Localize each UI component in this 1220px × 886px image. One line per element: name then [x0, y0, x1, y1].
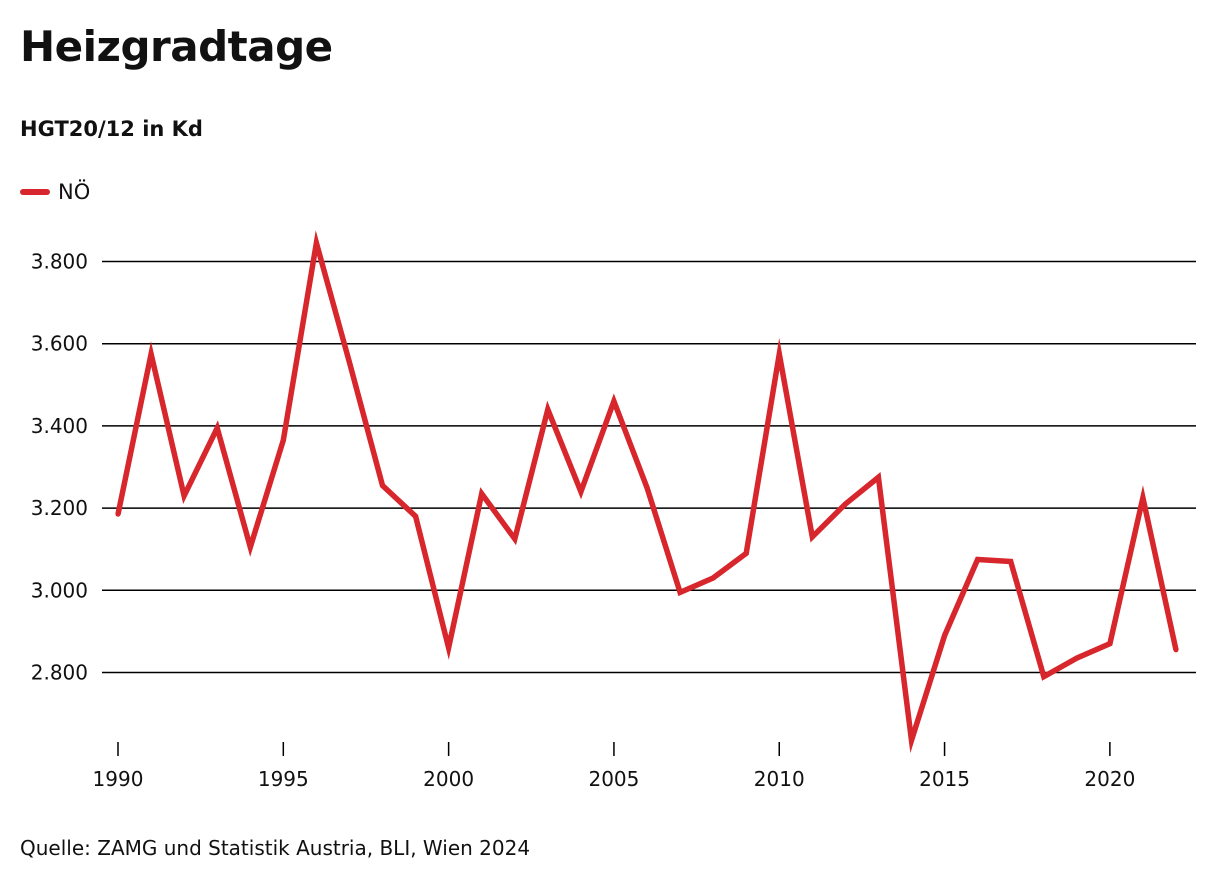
data-point-2004 — [578, 489, 584, 495]
data-point-2000 — [446, 645, 452, 651]
x-tick-label-1990: 1990 — [93, 767, 144, 791]
data-point-2019 — [1074, 655, 1080, 661]
data-point-2006 — [644, 485, 650, 491]
data-point-2017 — [1008, 559, 1014, 565]
chart-title: Heizgradtage — [20, 22, 333, 71]
data-point-1998 — [380, 482, 385, 488]
data-point-1999 — [413, 513, 419, 519]
legend-label-noe: NÖ — [58, 180, 91, 204]
y-tick-label-3000: 3.000 — [31, 578, 88, 602]
x-tick-label-1995: 1995 — [258, 767, 309, 791]
data-point-1996 — [313, 240, 319, 246]
data-point-2015 — [942, 633, 948, 639]
data-point-1993 — [214, 425, 220, 431]
data-point-2010 — [776, 351, 782, 357]
data-point-2007 — [677, 589, 683, 595]
data-point-2013 — [875, 474, 881, 480]
y-tick-label-3200: 3.200 — [31, 496, 88, 520]
data-point-2001 — [479, 491, 485, 497]
data-point-2020 — [1107, 641, 1113, 647]
source-note: Quelle: ZAMG und Statistik Austria, BLI,… — [20, 836, 531, 860]
data-point-1994 — [247, 544, 253, 550]
data-point-2018 — [1041, 674, 1047, 680]
data-point-2021 — [1140, 495, 1146, 501]
data-point-2008 — [710, 575, 716, 581]
data-point-1992 — [181, 493, 187, 499]
chart-subtitle: HGT20/12 in Kd — [20, 117, 203, 141]
data-point-2005 — [611, 398, 617, 404]
y-tick-label-2800: 2.800 — [31, 661, 88, 685]
x-tick-label-2010: 2010 — [754, 767, 805, 791]
data-point-2009 — [743, 550, 749, 556]
legend-swatch-noe — [20, 189, 50, 195]
data-point-2002 — [512, 536, 518, 542]
data-point-2014 — [909, 737, 914, 743]
data-point-2011 — [809, 534, 815, 540]
legend: NÖ — [20, 180, 90, 204]
data-point-2003 — [545, 406, 551, 412]
data-point-1997 — [346, 359, 352, 365]
data-point-1991 — [148, 351, 154, 357]
x-tick-label-2020: 2020 — [1084, 767, 1135, 791]
y-tick-label-3800: 3.800 — [31, 250, 88, 274]
x-tick-label-2005: 2005 — [588, 767, 639, 791]
data-point-2012 — [842, 501, 848, 507]
y-tick-label-3600: 3.600 — [31, 332, 88, 356]
x-tick-label-2000: 2000 — [423, 767, 474, 791]
data-point-1990 — [115, 511, 121, 517]
x-tick-label-2015: 2015 — [919, 767, 970, 791]
data-point-2016 — [975, 556, 981, 562]
series-line-noe — [115, 230, 1179, 754]
data-point-2022 — [1173, 647, 1179, 653]
data-point-1995 — [280, 437, 286, 443]
y-tick-label-3400: 3.400 — [31, 414, 88, 438]
